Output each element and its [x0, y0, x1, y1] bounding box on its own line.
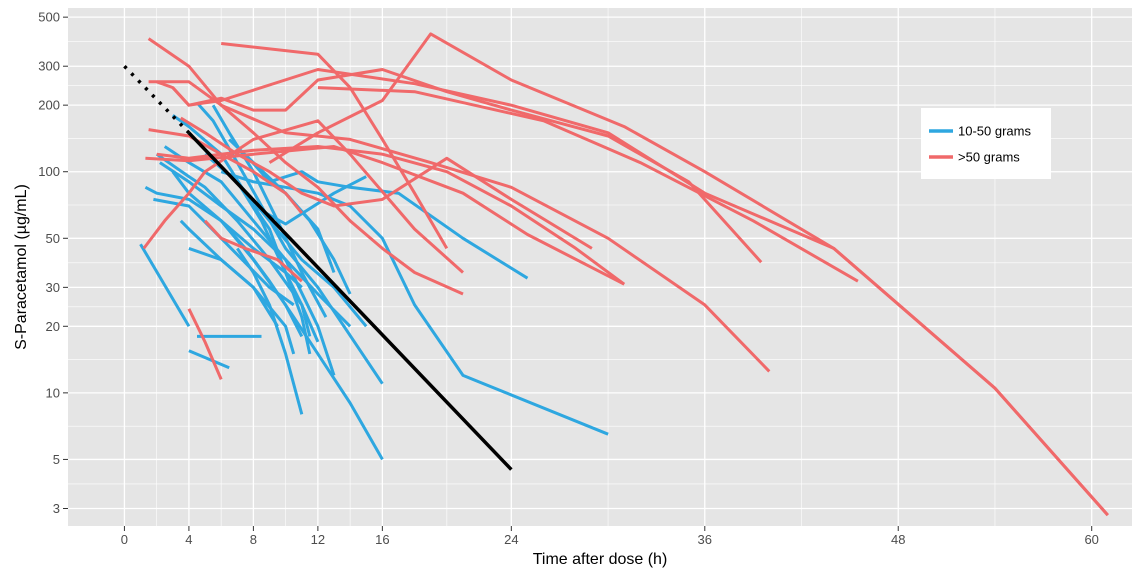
grid-minor	[68, 8, 1132, 526]
series-line-10-50-grams	[188, 349, 230, 370]
series-line-over-50-grams	[148, 128, 303, 215]
x-axis-title: Time after dose (h)	[533, 551, 668, 568]
y-axis: 3 5 10 20 30 50 100 200 300 500	[38, 10, 68, 516]
series-line-10-50-grams	[139, 243, 191, 328]
y-tick-label: 500	[38, 10, 60, 25]
x-axis: 0 4 8 12 16 24 36 48 60	[121, 526, 1099, 547]
nomogram-layer	[123, 64, 513, 471]
series-line-over-50-grams	[147, 37, 464, 296]
legend-box	[921, 108, 1051, 179]
x-tick-label: 60	[1084, 532, 1098, 547]
series-line-10-50-grams	[244, 153, 529, 280]
x-tick-label: 36	[698, 532, 712, 547]
series-line-over-50-grams	[317, 86, 859, 283]
y-tick-label: 200	[38, 98, 60, 113]
series-line-over-50-grams	[187, 308, 223, 380]
legend-label-10-50-grams: 10-50 grams	[958, 124, 1031, 139]
grid-major	[68, 8, 1132, 526]
x-tick-label: 8	[250, 532, 257, 547]
y-tick-label: 100	[38, 164, 60, 179]
x-tick-label: 24	[504, 532, 518, 547]
series-line-10-50-grams	[188, 246, 296, 355]
y-tick-label: 10	[46, 385, 60, 400]
x-tick-label: 4	[185, 532, 192, 547]
series-line-over-50-grams	[180, 116, 593, 250]
y-tick-label: 30	[46, 280, 60, 295]
y-axis-title: S-Paracetamol (µg/mL)	[13, 184, 30, 350]
legend-label-over-50-grams: >50 grams	[958, 150, 1020, 165]
series-line-over-50-grams	[203, 219, 303, 283]
x-tick-label: 0	[121, 532, 128, 547]
series-line-over-50-grams	[268, 32, 1109, 517]
series-line-10-50-grams	[159, 161, 352, 328]
series-line-10-50-grams	[220, 170, 609, 436]
y-tick-label: 300	[38, 59, 60, 74]
series-line-10-50-grams	[163, 145, 336, 376]
legend: 10-50 grams >50 grams	[921, 108, 1051, 179]
y-tick-label: 20	[46, 319, 60, 334]
nomogram-line	[187, 131, 513, 471]
series-line-10-50-grams	[236, 247, 304, 415]
series-line-10-50-grams	[252, 205, 312, 355]
x-tick-label: 12	[311, 532, 325, 547]
series-line-over-50-grams	[221, 42, 449, 250]
y-tick-label: 3	[53, 501, 60, 516]
series-layer	[139, 32, 1109, 517]
series-line-10-50-grams	[211, 104, 328, 318]
x-tick-label: 48	[891, 532, 905, 547]
y-tick-label: 5	[53, 452, 60, 467]
series-line-over-50-grams	[142, 119, 465, 274]
x-tick-label: 16	[375, 532, 389, 547]
series-line-10-50-grams	[195, 101, 384, 385]
y-tick-label: 50	[46, 231, 60, 246]
series-line-over-50-grams	[145, 145, 625, 286]
